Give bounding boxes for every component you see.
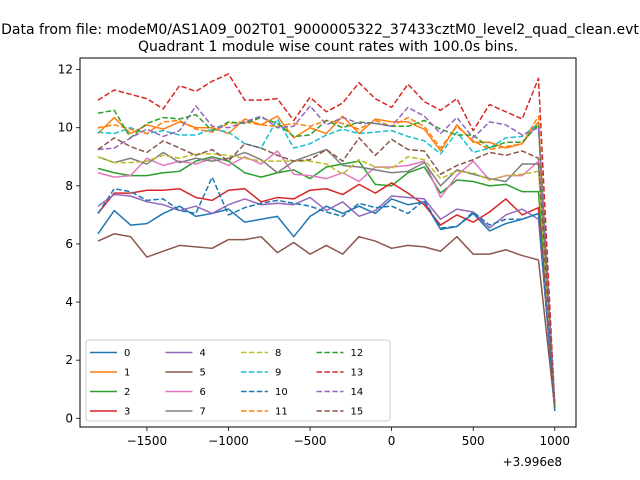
series-line-14 (97, 105, 556, 406)
legend-label-15: 15 (351, 407, 364, 418)
x-tick-label: −1000 (208, 434, 249, 448)
legend-label-13: 13 (351, 368, 364, 379)
legend-label-8: 8 (275, 348, 281, 359)
series-line-15 (97, 137, 556, 409)
y-tick-label: 0 (65, 411, 73, 425)
series-line-4 (97, 193, 556, 407)
y-tick-label: 12 (58, 63, 73, 77)
x-tick-label: −500 (294, 434, 327, 448)
y-tick-label: 2 (65, 353, 73, 367)
figure-suptitle: Data from file: modeM0/AS1A09_002T01_900… (1, 22, 639, 38)
x-tick-label: 500 (462, 434, 485, 448)
series-line-2 (97, 156, 556, 409)
y-tick-label: 8 (65, 179, 73, 193)
series-line-9 (97, 118, 556, 407)
legend-label-9: 9 (275, 368, 281, 379)
series-line-3 (97, 182, 556, 409)
series-line-1 (97, 115, 556, 407)
y-tick-label: 10 (58, 121, 73, 135)
series-line-6 (97, 150, 556, 407)
legend-label-12: 12 (351, 348, 364, 359)
legend-label-2: 2 (124, 387, 130, 398)
x-tick-label: 1000 (540, 434, 571, 448)
series-line-13 (97, 73, 556, 407)
chart-title: Quadrant 1 module wise count rates with … (138, 39, 518, 55)
x-tick-label: 0 (388, 434, 396, 448)
series-line-7 (97, 148, 556, 407)
x-offset-text: +3.996e8 (503, 455, 562, 469)
legend-label-4: 4 (200, 348, 206, 359)
legend-label-3: 3 (124, 407, 130, 418)
y-tick-label: 6 (65, 237, 73, 251)
legend-label-0: 0 (124, 348, 130, 359)
legend-label-14: 14 (351, 387, 364, 398)
legend-label-11: 11 (275, 407, 288, 418)
series-line-12 (97, 109, 556, 407)
series-line-8 (97, 153, 556, 409)
series-line-5 (97, 233, 556, 409)
legend-label-5: 5 (200, 368, 206, 379)
legend-label-6: 6 (200, 387, 206, 398)
legend-label-10: 10 (275, 387, 288, 398)
y-axis: 0 2 4 6 8 10 12 (58, 63, 80, 425)
x-tick-label: −1500 (127, 434, 168, 448)
x-axis: −1500 −1000 −500 0 500 1000 (127, 427, 570, 448)
axes-frame (79, 57, 577, 428)
legend-label-1: 1 (124, 368, 130, 379)
legend-frame (85, 339, 391, 422)
series-line-10 (97, 176, 556, 410)
legend-label-7: 7 (200, 407, 206, 418)
y-tick-label: 4 (65, 295, 73, 309)
plot-lines (97, 73, 556, 412)
